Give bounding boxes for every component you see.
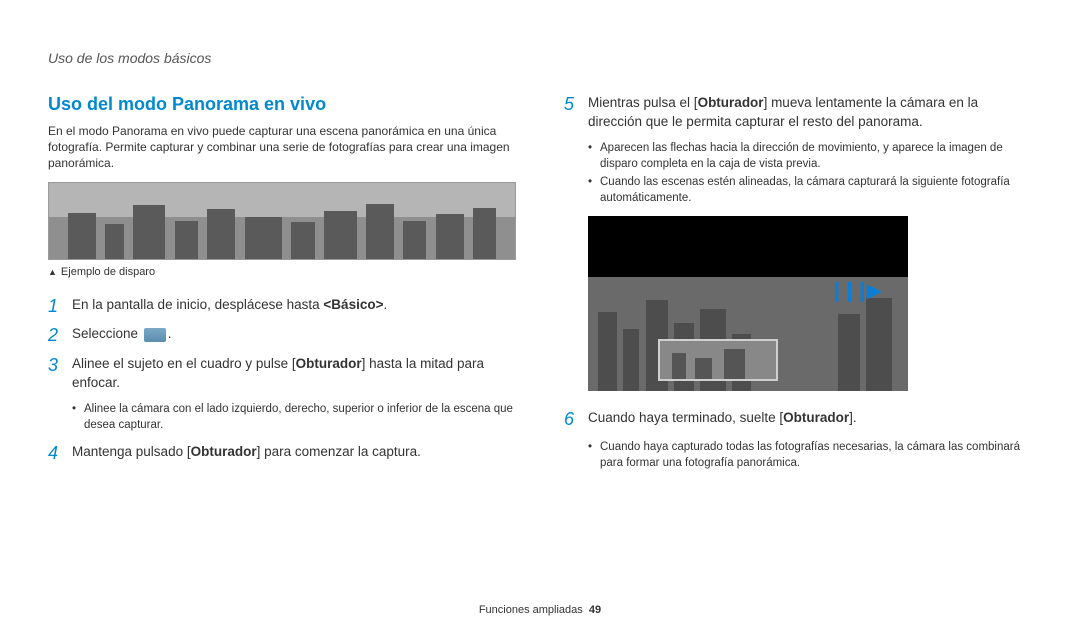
- step-1: 1 En la pantalla de inicio, desplácese h…: [48, 296, 516, 318]
- panorama-sample-image: [48, 182, 516, 260]
- step-3: 3 Alinee el sujeto en el cuadro y pulse …: [48, 355, 516, 393]
- sub-bullet: Cuando haya capturado todas las fotograf…: [588, 439, 1032, 471]
- step-text: Mientras pulsa el [Obturador] mueva lent…: [588, 94, 1032, 132]
- direction-arrow-icon: ❙❙❙▶: [828, 278, 878, 303]
- step-text: Seleccione .: [72, 325, 516, 347]
- footer-page-number: 49: [589, 604, 601, 616]
- breadcrumb-header: Uso de los modos básicos: [48, 50, 1032, 66]
- step-6: 6 Cuando haya terminado, suelte [Obturad…: [564, 409, 1032, 431]
- intro-paragraph: En el modo Panorama en vivo puede captur…: [48, 123, 516, 172]
- footer-label: Funciones ampliadas: [479, 604, 583, 616]
- left-column: Uso del modo Panorama en vivo En el modo…: [48, 94, 516, 481]
- right-column: 5 Mientras pulsa el [Obturador] mueva le…: [564, 94, 1032, 481]
- sub-bullet: Alinee la cámara con el lado izquierdo, …: [72, 401, 516, 433]
- step-2: 2 Seleccione .: [48, 325, 516, 347]
- section-title: Uso del modo Panorama en vivo: [48, 94, 516, 115]
- step-number: 5: [564, 94, 588, 132]
- panorama-preview-image: ❙❙❙▶: [588, 216, 908, 391]
- step-number: 3: [48, 355, 72, 393]
- sub-bullet: Cuando las escenas estén alineadas, la c…: [588, 174, 1032, 206]
- step-number: 1: [48, 296, 72, 318]
- step-text: Mantenga pulsado [Obturador] para comenz…: [72, 443, 516, 465]
- step-text: Alinee el sujeto en el cuadro y pulse [O…: [72, 355, 516, 393]
- content-columns: Uso del modo Panorama en vivo En el modo…: [48, 94, 1032, 481]
- step-3-subitems: Alinee la cámara con el lado izquierdo, …: [72, 401, 516, 433]
- sample-caption: Ejemplo de disparo: [48, 266, 516, 278]
- preview-thumbnail: [658, 339, 778, 381]
- step-text: En la pantalla de inicio, desplácese has…: [72, 296, 516, 318]
- step-4: 4 Mantenga pulsado [Obturador] para come…: [48, 443, 516, 465]
- page-footer: Funciones ampliadas 49: [0, 604, 1080, 616]
- step-5-subitems: Aparecen las flechas hacia la dirección …: [588, 140, 1032, 206]
- step-number: 6: [564, 409, 588, 431]
- step-text: Cuando haya terminado, suelte [Obturador…: [588, 409, 1032, 431]
- step-6-subitems: Cuando haya capturado todas las fotograf…: [588, 439, 1032, 471]
- step-number: 4: [48, 443, 72, 465]
- panorama-mode-icon: [144, 328, 166, 342]
- sub-bullet: Aparecen las flechas hacia la dirección …: [588, 140, 1032, 172]
- step-5: 5 Mientras pulsa el [Obturador] mueva le…: [564, 94, 1032, 132]
- step-number: 2: [48, 325, 72, 347]
